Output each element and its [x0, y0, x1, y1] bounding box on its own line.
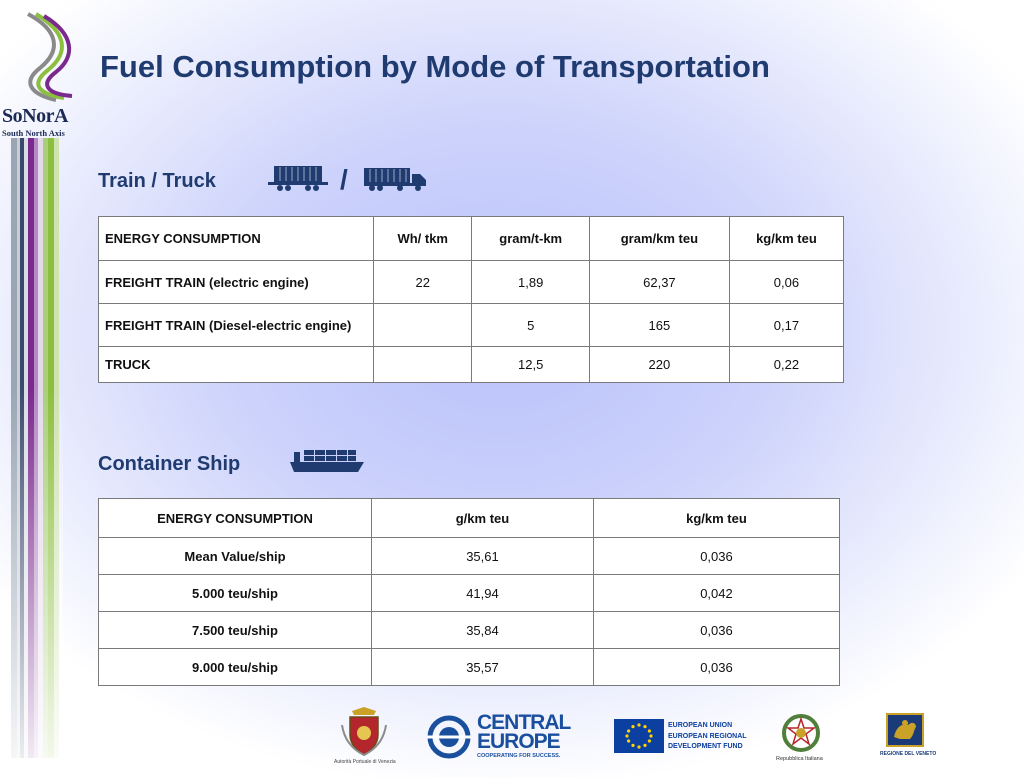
- table-cell: 220: [588, 346, 730, 383]
- freight-train-icon: [268, 166, 328, 191]
- central-europe-tagline: COOPERATING FOR SUCCESS.: [477, 753, 561, 759]
- table-header-cell: kg/km teu: [592, 498, 841, 538]
- central-europe-logo: CENTRAL EUROPE COOPERATING FOR SUCCESS.: [425, 712, 571, 763]
- table-cell: 0,042: [592, 574, 841, 612]
- table-cell: 12,5: [471, 346, 590, 383]
- table-cell: 0,06: [728, 260, 845, 304]
- veneto-lion-icon: [886, 713, 924, 747]
- veneto-region-caption: REGIONE DEL VENETO: [880, 751, 937, 757]
- central-europe-line2: EUROPE: [477, 730, 561, 753]
- central-europe-line1: CENTRAL: [477, 711, 571, 734]
- table-cell: 35,84: [371, 611, 594, 649]
- table-row: FREIGHT TRAIN (electric engine) 22 1,89 …: [98, 260, 845, 304]
- table-cell: 0,22: [728, 346, 845, 383]
- table-cell: 5.000 teu/ship: [98, 574, 372, 612]
- central-europe-emblem-icon: [427, 715, 471, 759]
- table-cell: 0,036: [592, 611, 841, 649]
- eu-erdf-logo: EUROPEAN UNION EUROPEAN REGIONAL DEVELOP…: [614, 719, 747, 759]
- sonora-swoosh-icon: [27, 12, 73, 102]
- italian-republic-caption: Repubblica Italiana: [776, 756, 823, 762]
- table-cell: 35,61: [371, 537, 594, 575]
- table-header-cell: ENERGY CONSUMPTION: [98, 498, 372, 538]
- table-cell: TRUCK: [98, 346, 374, 383]
- table-cell: 9.000 teu/ship: [98, 648, 372, 686]
- table-row: TRUCK 12,5 220 0,22: [98, 346, 845, 383]
- table-cell: Mean Value/ship: [98, 537, 372, 575]
- train-truck-table: ENERGY CONSUMPTION Wh/ tkm gram/t-km gra…: [98, 216, 845, 383]
- eu-line1: EUROPEAN UNION: [668, 722, 733, 729]
- eu-line2: EUROPEAN REGIONAL: [668, 733, 747, 740]
- table-cell: 41,94: [371, 574, 594, 612]
- table-row: 9.000 teu/ship 35,57 0,036: [98, 648, 841, 686]
- table-cell: 7.500 teu/ship: [98, 611, 372, 649]
- table-cell: 0,17: [728, 303, 845, 347]
- table-header-cell: gram/km teu: [588, 216, 730, 261]
- table-cell: 1,89: [471, 260, 590, 304]
- container-ship-icon: [290, 450, 364, 472]
- italian-republic-logo: Repubblica Italiana: [776, 713, 826, 769]
- table-cell: FREIGHT TRAIN (Diesel-electric engine): [98, 303, 374, 347]
- table-header-cell: g/km teu: [371, 498, 594, 538]
- table-header-row: ENERGY CONSUMPTION g/km teu kg/km teu: [98, 498, 841, 538]
- decorative-stripes: [11, 138, 63, 758]
- table-header-row: ENERGY CONSUMPTION Wh/ tkm gram/t-km gra…: [98, 216, 845, 261]
- brand-name: SoNorA: [2, 105, 68, 127]
- table-header-cell: ENERGY CONSUMPTION: [98, 216, 374, 261]
- table-row: 7.500 teu/ship 35,84 0,036: [98, 611, 841, 649]
- port-authority-logo: Autorità Portuale di Venezia: [334, 705, 396, 770]
- section-train-truck-heading: Train / Truck: [98, 170, 216, 192]
- table-cell: 35,57: [371, 648, 594, 686]
- table-cell: 5: [471, 303, 590, 347]
- partner-logos: Autorità Portuale di Venezia CENTRAL EUR…: [0, 705, 1024, 775]
- sonora-logo: SoNorA South North Axis: [0, 10, 82, 138]
- table-cell: 165: [588, 303, 730, 347]
- italian-emblem-icon: [782, 714, 820, 752]
- table-cell: 22: [372, 260, 473, 304]
- eu-flag-icon: [614, 719, 664, 753]
- port-authority-caption: Autorità Portuale di Venezia: [334, 759, 396, 765]
- table-cell: 0,036: [592, 537, 841, 575]
- table-cell: [372, 346, 473, 383]
- container-ship-table: ENERGY CONSUMPTION g/km teu kg/km teu Me…: [98, 498, 841, 686]
- table-row: Mean Value/ship 35,61 0,036: [98, 537, 841, 575]
- table-header-cell: gram/t-km: [471, 216, 590, 261]
- table-cell: 0,036: [592, 648, 841, 686]
- table-cell: 62,37: [588, 260, 730, 304]
- table-cell: [372, 303, 473, 347]
- table-header-cell: kg/km teu: [728, 216, 845, 261]
- section-separator-slash: /: [340, 164, 348, 195]
- page-title: Fuel Consumption by Mode of Transportati…: [100, 49, 770, 84]
- brand-tagline: South North Axis: [2, 128, 65, 138]
- table-header-cell: Wh/ tkm: [372, 216, 473, 261]
- section-container-ship-heading: Container Ship: [98, 453, 241, 475]
- crest-icon: [341, 707, 387, 757]
- veneto-region-logo: REGIONE DEL VENETO: [880, 713, 936, 763]
- truck-icon: [364, 168, 426, 191]
- table-row: FREIGHT TRAIN (Diesel-electric engine) 5…: [98, 303, 845, 347]
- eu-line3: DEVELOPMENT FUND: [668, 743, 743, 750]
- table-cell: FREIGHT TRAIN (electric engine): [98, 260, 374, 304]
- table-row: 5.000 teu/ship 41,94 0,042: [98, 574, 841, 612]
